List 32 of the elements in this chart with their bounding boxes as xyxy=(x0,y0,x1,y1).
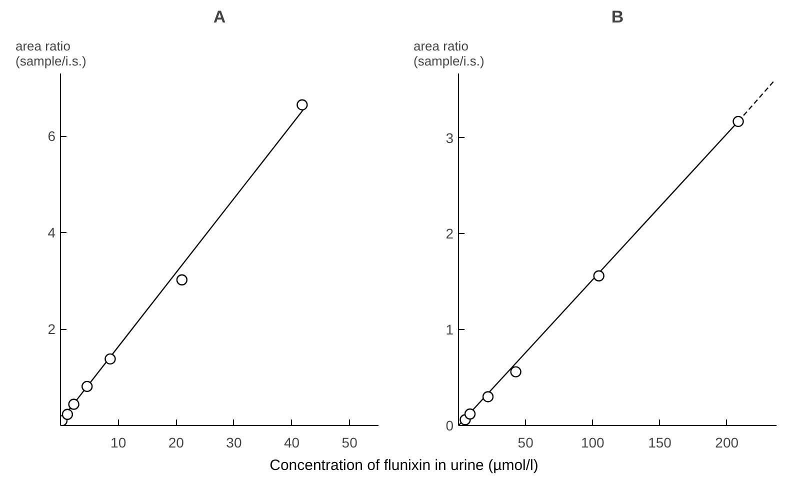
x-tick-label: 20 xyxy=(168,434,184,450)
point xyxy=(482,391,494,402)
x-tick-label: 40 xyxy=(284,434,300,450)
y-axis-title: area ratio (sample/i.s.) xyxy=(414,38,484,68)
y-tick-label: 1 xyxy=(446,322,454,338)
point xyxy=(104,353,116,365)
point xyxy=(176,274,188,286)
x-tick-label: 30 xyxy=(226,434,242,450)
y-axis-title: area ratio (sample/i.s.) xyxy=(16,38,86,68)
x-tick-label: 50 xyxy=(342,434,358,450)
x-tick-label: 50 xyxy=(518,434,534,450)
y-tick-label: 0 xyxy=(446,418,454,434)
point xyxy=(68,398,80,410)
x-tick-label: 200 xyxy=(715,434,739,450)
chart-title: A xyxy=(213,8,226,26)
point xyxy=(296,99,308,110)
y-tick-label: 4 xyxy=(48,224,56,241)
y-tick-label: 2 xyxy=(446,226,454,242)
point xyxy=(81,380,93,392)
point xyxy=(464,408,476,420)
x-tick-label: 150 xyxy=(648,434,672,450)
point xyxy=(62,408,74,420)
y-tick-label: 3 xyxy=(446,130,454,146)
point xyxy=(593,270,604,282)
chart-title: B xyxy=(611,8,624,26)
y-tick-label: 6 xyxy=(48,128,56,144)
point xyxy=(732,116,744,128)
x-tick-label: 100 xyxy=(581,434,605,450)
point xyxy=(510,366,522,378)
y-tick-label: 2 xyxy=(48,321,56,338)
x-axis-title: Concentration of flunixin in urine (µmol/l) xyxy=(270,456,538,476)
x-tick-label: 10 xyxy=(110,434,126,450)
